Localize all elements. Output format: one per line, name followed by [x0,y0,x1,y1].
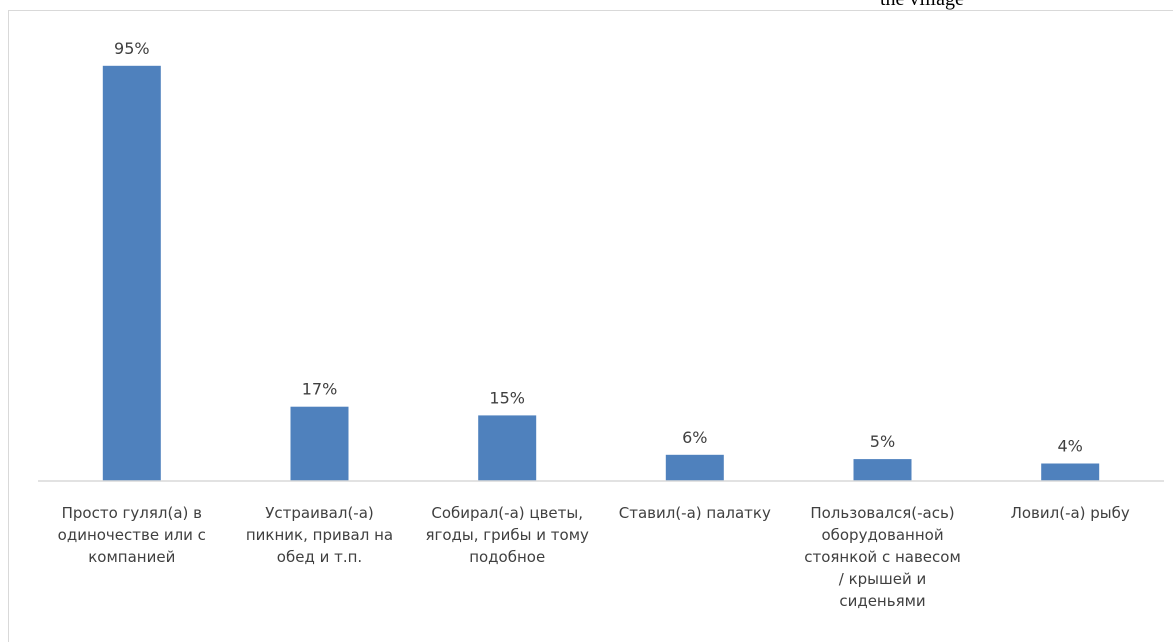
category-label-4: Ставил(-а) палатку [605,502,785,524]
category-label-5: Пользовался(-ась) оборудованной стоянкой с… [793,502,973,612]
category-label-line: одиночестве или с [57,526,206,544]
category-label-line: Собирал(-а) цветы, [431,504,584,522]
data-label-5: 5% [870,432,895,451]
category-label-line: Просто гулял(а) в [61,504,202,522]
data-label-6: 4% [1058,437,1083,456]
category-label-line: Ставил(-а) палатку [618,504,771,522]
data-label-1: 95% [114,39,150,58]
category-label-line: подобное [469,548,546,566]
category-label-line: пикник, привал на [245,526,394,544]
bar-3 [478,415,537,481]
category-label-line: Ловил(-а) рыбу [1010,504,1130,522]
bar-2 [290,406,349,481]
corner-note: the village [880,0,964,11]
bar-5 [853,459,912,481]
category-label-1: Просто гулял(а) в одиночестве или с компан… [42,502,222,568]
chart-area [8,10,1173,642]
category-label-line: оборудованной [821,526,944,544]
bar-4 [665,454,724,481]
category-label-line: ягоды, грибы и тому [425,526,589,544]
category-label-line: компанией [88,548,176,566]
category-label-line: сиденьями [839,592,926,610]
category-label-line: / крышей и [838,570,927,588]
data-label-3: 15% [489,388,525,407]
data-label-2: 17% [302,380,338,399]
category-label-3: Собирал(-а) цветы, ягоды, грибы и тому под… [417,502,597,568]
category-label-line: Пользовался(-ась) [810,504,955,522]
bar-1 [102,65,161,482]
category-label-line: стоянкой с навесом [804,548,961,566]
data-label-4: 6% [682,428,707,447]
category-label-6: Ловил(-а) рыбу [980,502,1160,524]
category-label-2: Устраивал(-а) пикник, привал на обед и т.п… [230,502,410,568]
category-label-line: обед и т.п. [276,548,363,566]
category-label-line: Устраивал(-а) [265,504,374,522]
bar-6 [1041,463,1100,481]
